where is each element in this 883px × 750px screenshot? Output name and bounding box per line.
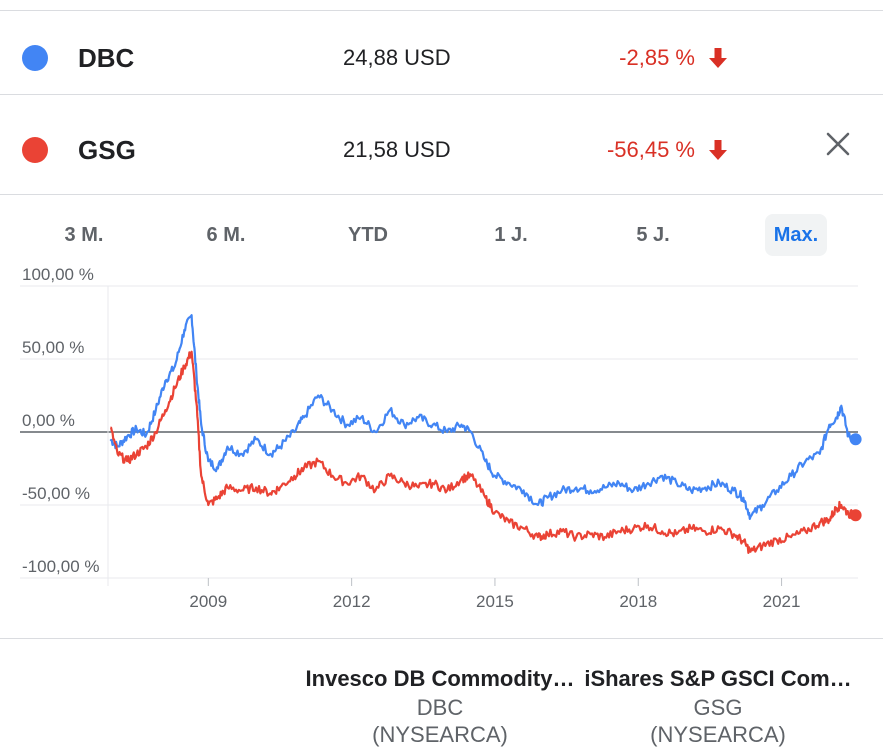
holding-ticker: GSG <box>78 135 136 165</box>
holding-price: 24,88 USD <box>343 45 451 70</box>
y-tick-label: 100,00 % <box>22 265 94 284</box>
tab-6-months[interactable]: 6 M. <box>206 224 246 246</box>
fund-exchange: (NYSEARCA) <box>372 722 508 747</box>
fund-ticker: DBC <box>416 695 464 720</box>
performance-chart: 100,00 % 50,00 % 0,00 % -50,00 % -100,00 % 20… <box>20 265 862 611</box>
y-tick-label: -50,00 % <box>22 484 90 503</box>
comparison-item-gsg[interactable]: iShares S&P GSCI Com… GSG (NYSEARCA) <box>578 664 858 748</box>
close-icon[interactable] <box>822 128 854 160</box>
x-tick-label: 2015 <box>476 592 514 611</box>
holding-row-dbc[interactable]: DBC 24,88 USD -2,85 % <box>0 10 883 102</box>
tab-max[interactable]: Max. <box>765 214 827 256</box>
fund-exchange: (NYSEARCA) <box>650 722 786 747</box>
tab-1-year[interactable]: 1 J. <box>494 224 528 246</box>
arrow-down-icon <box>709 140 727 160</box>
comparison-item-dbc[interactable]: Invesco DB Commodity… DBC (NYSEARCA) <box>300 664 580 748</box>
series-end-point-dbc <box>849 433 862 446</box>
row-divider <box>0 194 883 195</box>
holding-ticker: DBC <box>78 43 135 73</box>
holding-change: -56,45 % <box>606 137 695 162</box>
y-tick-label: 0,00 % <box>22 411 75 430</box>
holding-row-gsg[interactable]: GSG 21,58 USD -56,45 % <box>0 102 883 194</box>
series-end-point-gsg <box>849 509 862 522</box>
series-color-dot <box>22 45 48 71</box>
top-divider <box>0 10 883 11</box>
row-divider <box>0 94 883 95</box>
fund-name: Invesco DB Commodity… <box>305 666 575 691</box>
series-line-dbc <box>109 314 857 520</box>
y-tick-label: -100,00 % <box>22 557 100 576</box>
x-tick-label: 2012 <box>333 592 371 611</box>
x-tick-label: 2021 <box>763 592 801 611</box>
x-tick-label: 2009 <box>189 592 227 611</box>
fund-name: iShares S&P GSCI Com… <box>584 666 852 691</box>
fund-ticker: GSG <box>693 695 743 720</box>
holding-change: -2,85 % <box>619 45 695 70</box>
holding-price: 21,58 USD <box>343 137 451 162</box>
arrow-down-icon <box>709 48 727 68</box>
tab-3-months[interactable]: 3 M. <box>64 224 104 246</box>
tab-ytd[interactable]: YTD <box>348 224 388 246</box>
series-line-gsg <box>110 350 857 554</box>
chart-bottom-divider <box>0 638 883 639</box>
range-tabs: 3 M. 6 M. YTD 1 J. 5 J. Max. <box>0 214 883 258</box>
x-tick-label: 2018 <box>619 592 657 611</box>
y-tick-label: 50,00 % <box>22 338 84 357</box>
series-color-dot <box>22 137 48 163</box>
tab-5-years[interactable]: 5 J. <box>636 224 670 246</box>
